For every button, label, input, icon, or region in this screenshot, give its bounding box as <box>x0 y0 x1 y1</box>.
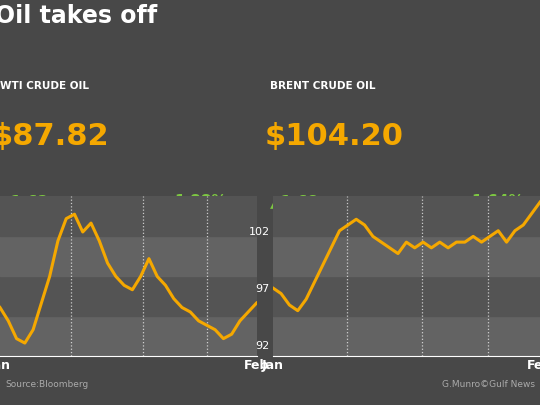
Text: G.Munro©Gulf News: G.Munro©Gulf News <box>442 380 535 389</box>
Text: BRENT CRUDE OIL: BRENT CRUDE OIL <box>270 81 375 91</box>
Text: 1.64%: 1.64% <box>471 194 524 209</box>
Text: $104.20: $104.20 <box>265 122 403 151</box>
Bar <box>0 196 256 237</box>
Text: 1.88%: 1.88% <box>174 194 227 209</box>
Text: WTI CRUDE OIL: WTI CRUDE OIL <box>0 81 89 91</box>
Bar <box>0 237 256 277</box>
Bar <box>273 237 540 277</box>
Bar <box>273 316 540 356</box>
Text: $87.82: $87.82 <box>0 122 110 151</box>
Text: Source:Bloomberg: Source:Bloomberg <box>5 380 89 389</box>
Bar <box>0 316 256 356</box>
Text: Oil takes off: Oil takes off <box>0 4 157 28</box>
Bar <box>273 276 540 316</box>
Bar <box>0 276 256 316</box>
Text: ▲1.68: ▲1.68 <box>270 194 319 209</box>
Bar <box>273 196 540 237</box>
Text: ▲1.62: ▲1.62 <box>0 194 49 209</box>
